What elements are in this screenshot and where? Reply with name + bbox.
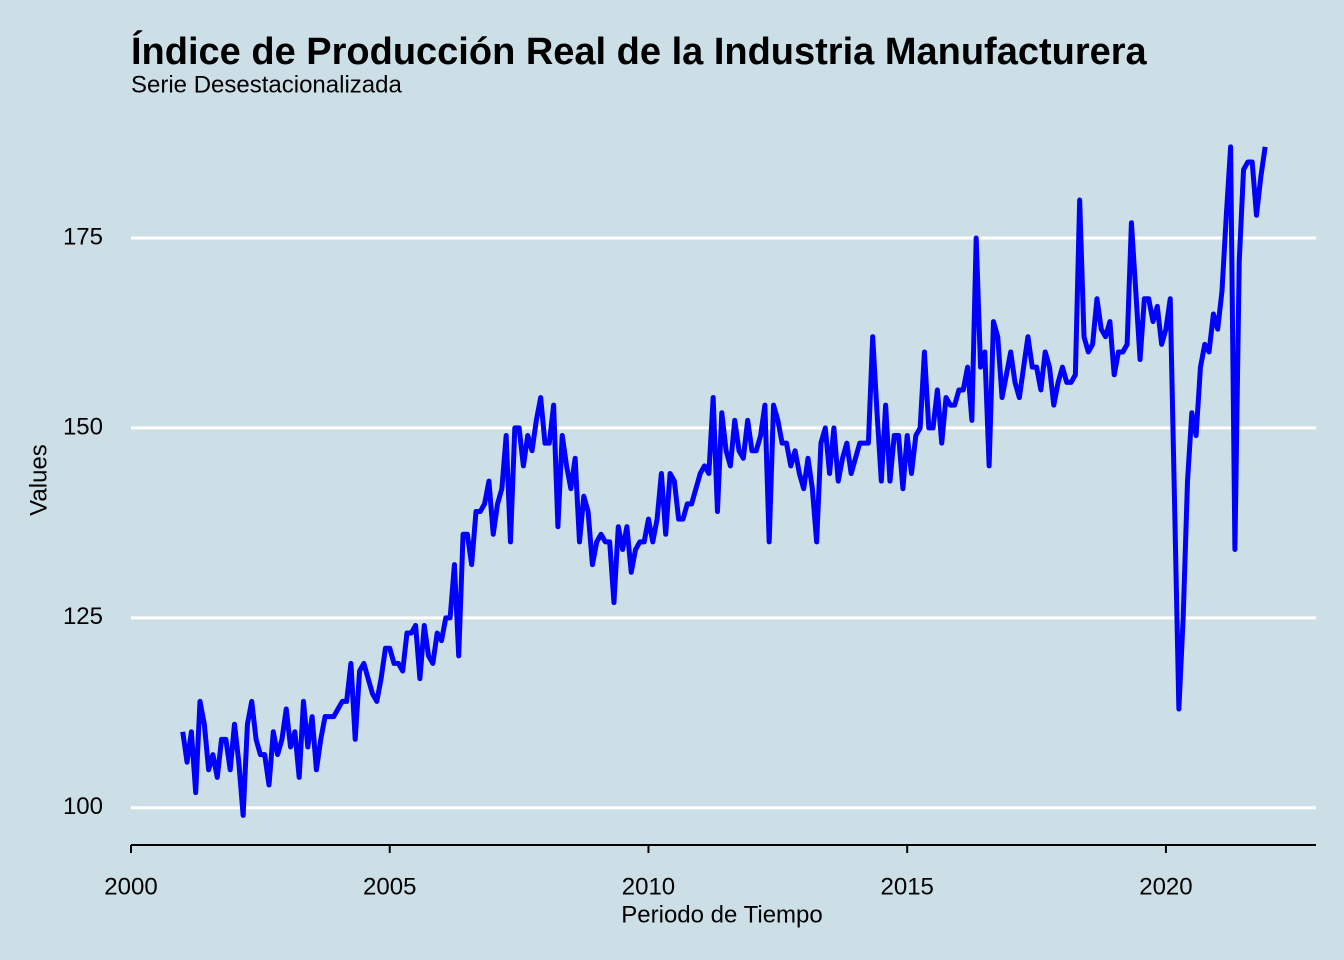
chart-title: Índice de Producción Real de la Industri… (131, 29, 1148, 73)
y-tick-label: 175 (63, 223, 103, 250)
x-tick-label: 2020 (1139, 873, 1192, 900)
y-tick-label: 100 (63, 793, 103, 820)
y-axis-label: Values (25, 444, 52, 516)
chart-subtitle: Serie Desestacionalizada (131, 71, 402, 98)
y-tick-label: 150 (63, 413, 103, 440)
x-axis-label: Periodo de Tiempo (621, 901, 822, 928)
x-tick-label: 2005 (363, 873, 416, 900)
x-tick-label: 2000 (104, 873, 157, 900)
y-tick-label: 125 (63, 603, 103, 630)
x-tick-label: 2010 (622, 873, 675, 900)
x-tick-label: 2015 (881, 873, 934, 900)
series-line (180, 144, 1268, 818)
